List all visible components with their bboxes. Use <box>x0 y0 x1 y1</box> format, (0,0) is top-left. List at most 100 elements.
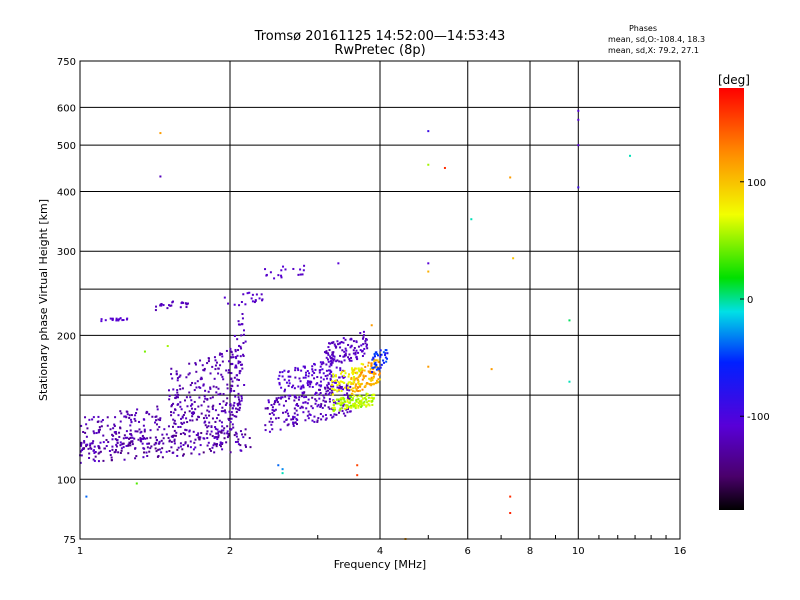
data-point <box>293 396 296 399</box>
data-point <box>136 408 139 411</box>
data-point <box>254 299 257 302</box>
data-point <box>129 433 132 436</box>
data-point <box>373 373 376 376</box>
data-point <box>370 362 373 365</box>
data-point <box>168 440 171 443</box>
data-point <box>154 436 157 439</box>
data-point <box>220 353 223 356</box>
data-point <box>155 305 158 308</box>
data-point <box>161 433 164 436</box>
data-point <box>129 442 132 445</box>
data-point <box>235 357 238 360</box>
data-point <box>115 445 118 448</box>
data-point <box>211 435 214 438</box>
data-point <box>372 368 375 371</box>
data-point <box>229 347 232 350</box>
data-point <box>339 367 342 370</box>
data-point <box>165 450 168 453</box>
data-point <box>355 405 358 408</box>
data-point <box>367 403 370 406</box>
data-point <box>135 482 138 485</box>
data-point <box>119 410 122 413</box>
data-point <box>233 401 236 404</box>
data-point <box>294 369 297 372</box>
data-point <box>364 375 367 378</box>
data-point <box>244 303 247 306</box>
data-point <box>341 398 344 401</box>
data-point <box>360 382 363 385</box>
data-point <box>134 447 137 450</box>
colorbar <box>719 88 744 510</box>
data-point <box>151 415 154 418</box>
data-point <box>354 367 357 370</box>
data-point <box>237 443 240 446</box>
data-point <box>200 412 203 415</box>
data-point <box>211 405 214 408</box>
data-point <box>100 320 103 323</box>
data-point <box>302 401 305 404</box>
data-point <box>217 387 220 390</box>
data-point <box>335 366 338 369</box>
data-point <box>190 452 193 455</box>
data-point <box>172 388 175 391</box>
data-point <box>207 390 210 393</box>
data-point <box>335 345 338 348</box>
data-point <box>357 376 360 379</box>
data-point <box>184 441 187 444</box>
data-point <box>249 446 252 449</box>
data-point <box>353 369 356 372</box>
data-point <box>138 420 141 423</box>
data-point <box>217 413 220 416</box>
data-point <box>509 512 512 515</box>
data-point <box>146 437 149 440</box>
data-point <box>209 387 212 390</box>
data-point <box>185 417 188 420</box>
data-point <box>331 391 334 394</box>
data-point <box>114 416 117 419</box>
data-point <box>350 378 353 381</box>
data-point <box>238 406 241 409</box>
data-point <box>359 349 362 352</box>
data-point <box>365 392 368 395</box>
data-point <box>211 408 214 411</box>
data-point <box>189 404 192 407</box>
data-point <box>568 380 571 383</box>
data-point <box>345 386 348 389</box>
data-point <box>277 396 280 399</box>
data-point <box>131 440 134 443</box>
data-point <box>113 423 116 426</box>
data-point <box>118 318 121 321</box>
data-point <box>248 437 251 440</box>
data-point <box>368 377 371 380</box>
data-point <box>199 436 202 439</box>
data-point <box>232 426 235 429</box>
data-point <box>229 427 232 430</box>
data-point <box>345 407 348 410</box>
data-point <box>363 403 366 406</box>
data-point <box>283 390 286 393</box>
data-point <box>299 407 302 410</box>
data-point <box>349 410 352 413</box>
data-point <box>206 426 209 429</box>
data-point <box>119 427 122 430</box>
data-point <box>349 406 352 409</box>
data-point <box>346 396 349 399</box>
data-point <box>179 401 182 404</box>
data-point <box>320 403 323 406</box>
data-point <box>365 405 368 408</box>
data-point <box>332 354 335 357</box>
data-point <box>195 370 198 373</box>
data-point <box>350 356 353 359</box>
data-point <box>357 398 360 401</box>
data-point <box>234 348 237 351</box>
data-point <box>278 381 281 384</box>
data-point <box>222 429 225 432</box>
data-point <box>338 383 341 386</box>
data-point <box>354 403 357 406</box>
data-point <box>330 380 333 383</box>
data-point <box>343 369 346 372</box>
data-point <box>337 398 340 401</box>
data-point <box>196 434 199 437</box>
y-tick-label: 200 <box>57 331 76 342</box>
data-point <box>84 416 87 419</box>
